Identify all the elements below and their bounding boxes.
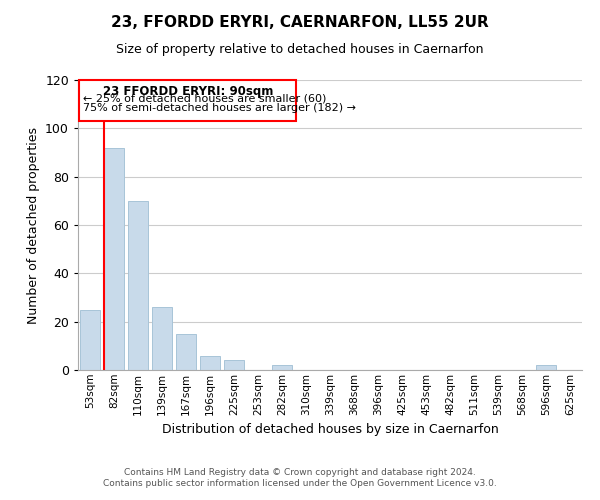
Text: 23, FFORDD ERYRI, CAERNARFON, LL55 2UR: 23, FFORDD ERYRI, CAERNARFON, LL55 2UR [111,15,489,30]
Text: Contains HM Land Registry data © Crown copyright and database right 2024.
Contai: Contains HM Land Registry data © Crown c… [103,468,497,487]
Bar [224,360,244,370]
Bar [152,307,172,370]
Text: 75% of semi-detached houses are larger (182) →: 75% of semi-detached houses are larger (… [83,103,356,113]
Bar [128,201,148,370]
Bar [272,365,292,370]
Bar [79,80,296,121]
Text: ← 25% of detached houses are smaller (60): ← 25% of detached houses are smaller (60… [83,94,326,104]
Bar [176,334,196,370]
Text: Size of property relative to detached houses in Caernarfon: Size of property relative to detached ho… [116,42,484,56]
Bar [536,365,556,370]
Bar [200,356,220,370]
X-axis label: Distribution of detached houses by size in Caernarfon: Distribution of detached houses by size … [161,423,499,436]
Text: 23 FFORDD ERYRI: 90sqm: 23 FFORDD ERYRI: 90sqm [103,85,273,98]
Y-axis label: Number of detached properties: Number of detached properties [26,126,40,324]
Bar [104,148,124,370]
Bar [80,310,100,370]
